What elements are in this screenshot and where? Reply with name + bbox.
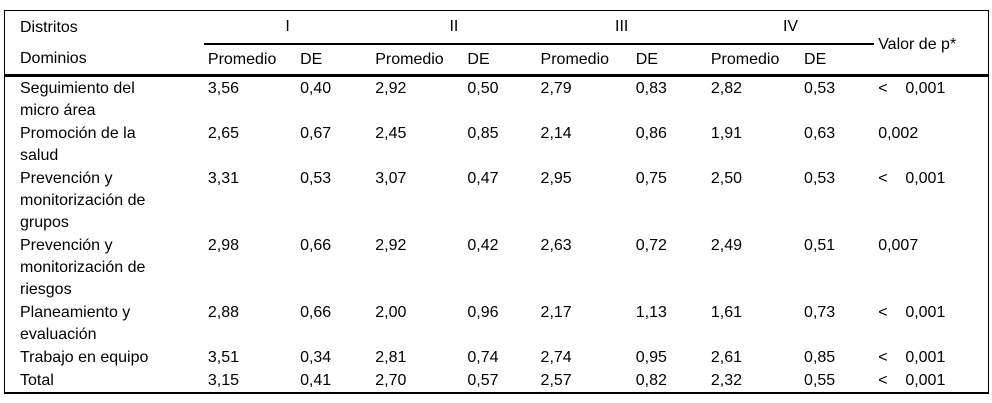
promedio-value: 2,00 (375, 304, 407, 321)
promedio-value: 3,31 (207, 170, 240, 187)
de-value: 0,74 (467, 349, 499, 366)
promedio-value: 2,70 (375, 372, 407, 389)
group-header-district-2: II (371, 10, 537, 45)
p-value: < 0,001 (878, 372, 946, 389)
de-value: 0,57 (467, 372, 499, 389)
subheader-promedio-d4: Promedio (706, 44, 801, 77)
domain-label: Prevención y monitorización de riesgos (20, 237, 146, 298)
header-row-subcolumns: Dominios Promedio DE Promedio DE Promedi… (4, 44, 989, 77)
promedio-value: 3,15 (207, 372, 240, 389)
de-value: 0,63 (804, 125, 836, 142)
p-value: < 0,001 (878, 170, 946, 187)
promedio-value: 2,98 (207, 237, 240, 254)
de-value: 0,82 (635, 372, 667, 389)
promedio-value: 2,61 (710, 349, 743, 366)
de-value: 0,96 (467, 304, 499, 321)
promedio-value: 1,61 (710, 304, 743, 321)
de-value: 0,66 (300, 237, 332, 254)
de-value: 0,85 (467, 125, 499, 142)
promedio-value: 2,82 (710, 80, 743, 97)
de-value: 0,55 (804, 372, 836, 389)
p-value: 0,002 (878, 125, 919, 142)
table-row-trabajo: Trabajo en equipo 3,51 0,34 2,81 0,74 2,… (5, 346, 989, 369)
de-value: 0,67 (300, 125, 332, 142)
p-value: 0,007 (878, 237, 919, 254)
de-value: 0,40 (300, 80, 332, 97)
promedio-value: 2,17 (540, 304, 572, 321)
de-value: 0,42 (467, 237, 499, 254)
subheader-de-d2: DE (463, 44, 537, 77)
promedio-value: 2,92 (375, 237, 407, 254)
promedio-value: 2,79 (540, 80, 572, 97)
promedio-value: 2,50 (710, 170, 743, 187)
domain-label: Planeamiento y evaluación (20, 304, 131, 343)
promedio-value: 2,95 (540, 170, 572, 187)
table-row-prevencion-riesgos: Prevención y monitorización de riesgos 2… (5, 234, 989, 301)
de-value: 0,85 (804, 349, 836, 366)
group-header-district-3: III (536, 10, 707, 45)
subheader-promedio-d2: Promedio (371, 44, 464, 77)
promedio-value: 2,32 (710, 372, 743, 389)
subheader-de-d4: DE (800, 44, 875, 77)
promedio-value: 3,51 (207, 349, 240, 366)
domain-label: Seguimiento del micro área (20, 80, 135, 119)
table-row-promocion: Promoción de la salud 2,65 0,67 2,45 0,8… (5, 122, 989, 167)
de-value: 0,66 (300, 304, 332, 321)
p-value: < 0,001 (878, 80, 946, 97)
promedio-value: 3,56 (207, 80, 240, 97)
de-value: 0,53 (300, 170, 332, 187)
promedio-value: 2,81 (375, 349, 407, 366)
promedio-value: 2,63 (540, 237, 572, 254)
domain-label: Trabajo en equipo (20, 349, 149, 366)
de-value: 0,72 (635, 237, 667, 254)
statistics-table: Distritos I II III IV Valor de p* Domini… (4, 10, 989, 394)
subheader-de-d3: DE (631, 44, 707, 77)
promedio-value: 2,14 (540, 125, 572, 142)
de-value: 0,51 (804, 237, 836, 254)
p-value: < 0,001 (878, 304, 946, 321)
de-value: 0,83 (635, 80, 667, 97)
promedio-value: 2,65 (207, 125, 240, 142)
group-header-district-4: IV (706, 10, 875, 45)
promedio-value: 2,49 (710, 237, 743, 254)
promedio-value: 1,91 (710, 125, 743, 142)
de-value: 0,86 (635, 125, 667, 142)
header-valor-de-p: Valor de p* (874, 10, 989, 77)
de-value: 0,47 (467, 170, 499, 187)
promedio-value: 2,57 (540, 372, 572, 389)
header-distritos: Distritos (20, 18, 78, 36)
domain-label: Promoción de la salud (20, 125, 136, 164)
header-dominios: Dominios (4, 44, 204, 77)
de-value: 0,53 (804, 170, 836, 187)
subheader-promedio-d3: Promedio (536, 44, 632, 77)
domain-label: Total (20, 372, 54, 389)
table-row-prevencion-grupos: Prevención y monitorización de grupos 3,… (5, 167, 989, 234)
header-row-districts: Distritos I II III IV Valor de p* (5, 10, 989, 77)
promedio-value: 2,45 (375, 125, 407, 142)
de-value: 0,53 (804, 80, 836, 97)
de-value: 0,34 (300, 349, 332, 366)
de-value: 0,75 (635, 170, 667, 187)
subheader-de-d1: DE (296, 44, 372, 77)
table-row-total: Total 3,15 0,41 2,70 0,57 2,57 0,82 2,32… (5, 369, 989, 393)
group-header-district-1: I (203, 10, 372, 45)
promedio-value: 3,07 (375, 170, 407, 187)
table-row-planeamiento: Planeamiento y evaluación 2,88 0,66 2,00… (5, 301, 989, 346)
de-value: 0,41 (300, 372, 332, 389)
page: Distritos I II III IV Valor de p* Domini… (4, 10, 989, 394)
promedio-value: 2,88 (207, 304, 240, 321)
table-row-seguimiento: Seguimiento del micro área 3,56 0,40 2,9… (5, 76, 989, 123)
promedio-value: 2,74 (540, 349, 572, 366)
subheader-promedio-d1: Promedio (203, 44, 297, 77)
domain-label: Prevención y monitorización de grupos (20, 170, 146, 231)
p-value: < 0,001 (878, 349, 946, 366)
de-value: 0,73 (804, 304, 836, 321)
promedio-value: 2,92 (375, 80, 407, 97)
de-value: 0,95 (635, 349, 667, 366)
de-value: 0,50 (467, 80, 499, 97)
de-value: 1,13 (635, 304, 667, 321)
